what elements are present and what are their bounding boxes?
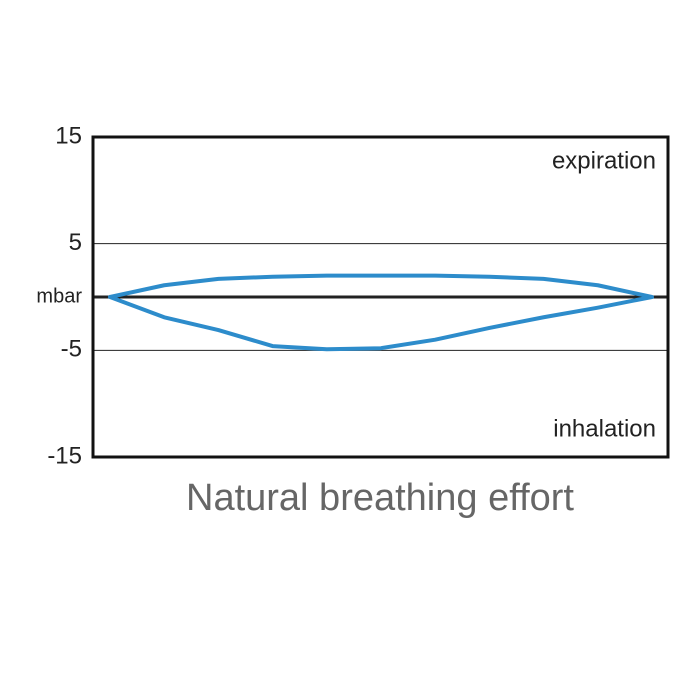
chart-title: Natural breathing effort: [186, 477, 574, 519]
y-tick-label: 5: [69, 229, 82, 256]
y-tick-label: -5: [61, 336, 82, 363]
annotation: expiration: [552, 147, 656, 174]
y-tick-label: -15: [47, 442, 82, 469]
y-tick-label: mbar: [36, 285, 82, 307]
annotation: inhalation: [553, 415, 656, 442]
y-tick-label: 15: [55, 122, 82, 149]
line-series: [108, 273, 654, 352]
plot-frame: [91, 135, 670, 459]
